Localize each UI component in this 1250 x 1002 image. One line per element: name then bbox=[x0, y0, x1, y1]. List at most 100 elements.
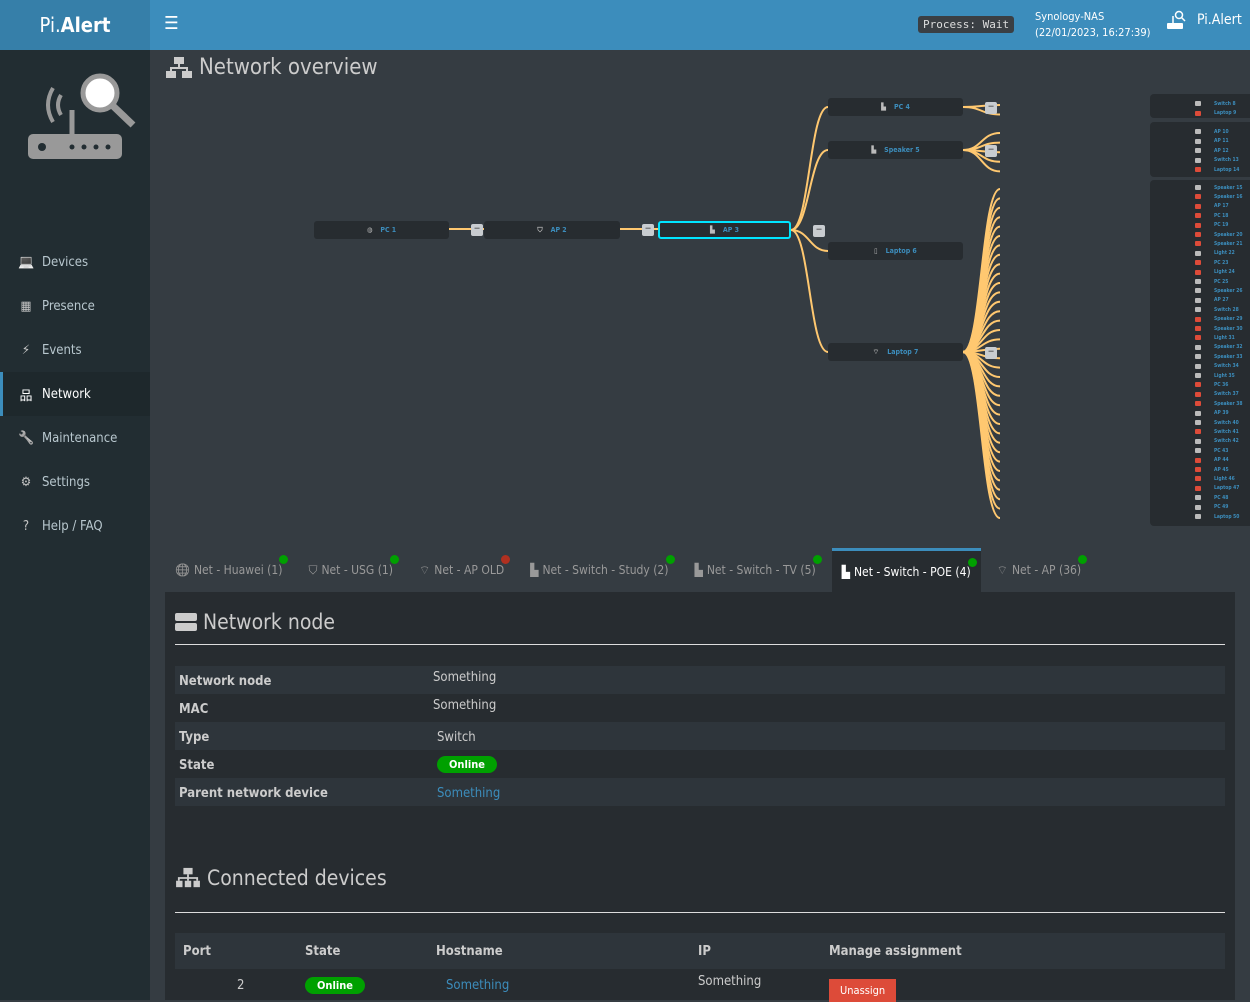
tab-net-switch-study-2-[interactable]: ▙ Net - Switch - Study (2) bbox=[520, 548, 678, 592]
tree-leaf[interactable]: PC 19 bbox=[1150, 221, 1250, 230]
tree-leaf[interactable]: Speaker 30 bbox=[1150, 324, 1250, 333]
col-hostname[interactable]: Hostname bbox=[436, 943, 503, 959]
tree-leaf[interactable]: Speaker 20 bbox=[1150, 230, 1250, 239]
leaf-label: Switch 42 bbox=[1214, 438, 1239, 445]
tab-net-ap-old[interactable]: ⌔ Net - AP OLD bbox=[409, 548, 514, 592]
tree-node-pc-4[interactable]: ▙ PC 4 bbox=[828, 98, 963, 116]
tree-leaf[interactable]: AP 12 bbox=[1150, 146, 1250, 155]
tree-leaf[interactable]: AP 10 bbox=[1150, 127, 1250, 136]
tab-net-usg-1-[interactable]: ⛉ Net - USG (1) bbox=[298, 548, 403, 592]
leaf-label: Switch 41 bbox=[1214, 428, 1239, 435]
tree-leaf[interactable]: Speaker 26 bbox=[1150, 286, 1250, 295]
tree-leaf[interactable]: AP 45 bbox=[1150, 465, 1250, 474]
tree-leaf[interactable]: Laptop 47 bbox=[1150, 484, 1250, 493]
tree-node-ap-3[interactable]: ▙ AP 3 bbox=[658, 221, 791, 239]
col-port[interactable]: Port bbox=[183, 943, 211, 959]
tree-leaf[interactable]: Switch 34 bbox=[1150, 362, 1250, 371]
tree-leaf[interactable]: Speaker 29 bbox=[1150, 315, 1250, 324]
tree-leaf[interactable]: Switch 8 bbox=[1150, 99, 1250, 108]
device-icon bbox=[1195, 382, 1201, 388]
leaf-label: Speaker 32 bbox=[1214, 344, 1243, 351]
collapse-button[interactable]: − bbox=[985, 347, 997, 359]
sidebar-item-settings[interactable]: ⚙ Settings bbox=[0, 460, 150, 504]
collapse-button[interactable]: − bbox=[813, 225, 825, 237]
leaf-label: Laptop 9 bbox=[1214, 110, 1237, 116]
col-manage[interactable]: Manage assignment bbox=[829, 943, 962, 959]
device-icon bbox=[1195, 250, 1201, 256]
tree-leaf[interactable]: Speaker 38 bbox=[1150, 399, 1250, 408]
unassign-button[interactable]: Unassign bbox=[829, 978, 897, 1002]
sidebar-item-network[interactable]: 品 Network bbox=[0, 372, 150, 416]
tree-leaf[interactable]: Switch 37 bbox=[1150, 390, 1250, 399]
tree-leaf[interactable]: PC 43 bbox=[1150, 446, 1250, 455]
tree-leaf[interactable]: Speaker 21 bbox=[1150, 239, 1250, 248]
tree-leaf[interactable]: PC 48 bbox=[1150, 493, 1250, 502]
tree-leaf[interactable]: Switch 41 bbox=[1150, 427, 1250, 436]
tree-leaf[interactable]: AP 11 bbox=[1150, 137, 1250, 146]
tree-leaf[interactable]: Speaker 33 bbox=[1150, 352, 1250, 361]
user-menu[interactable]: Pi.Alert bbox=[1165, 10, 1242, 30]
shield-icon: ⛉ bbox=[537, 225, 543, 234]
tree-leaf[interactable]: Switch 42 bbox=[1150, 437, 1250, 446]
tree-leaf[interactable]: Switch 13 bbox=[1150, 156, 1250, 165]
col-ip[interactable]: IP bbox=[698, 943, 711, 959]
tab-net-huawei-1-[interactable]: 🌐 Net - Huawei (1) bbox=[165, 548, 292, 592]
hostname-link[interactable]: Something bbox=[446, 977, 510, 993]
tree-leaf[interactable]: AP 44 bbox=[1150, 456, 1250, 465]
tree-leaf[interactable]: Laptop 14 bbox=[1150, 165, 1250, 174]
tree-leaf[interactable]: PC 36 bbox=[1150, 380, 1250, 389]
tree-leaf[interactable]: Light 22 bbox=[1150, 249, 1250, 258]
device-icon bbox=[1195, 335, 1201, 341]
leaf-label: PC 23 bbox=[1214, 259, 1229, 266]
tree-leaf[interactable]: PC 18 bbox=[1150, 211, 1250, 220]
status-badge: Online bbox=[437, 756, 497, 773]
ethernet-icon: ▙ bbox=[694, 563, 703, 577]
tree-node-laptop-7[interactable]: ⌔ Laptop 7 bbox=[828, 343, 963, 361]
parent-device-link[interactable]: Something bbox=[437, 786, 501, 801]
device-icon bbox=[1195, 514, 1201, 519]
tree-leaf[interactable]: Light 31 bbox=[1150, 333, 1250, 342]
collapse-button[interactable]: − bbox=[471, 224, 483, 236]
tree-leaf[interactable]: Switch 28 bbox=[1150, 305, 1250, 314]
tree-leaf[interactable]: Switch 40 bbox=[1150, 418, 1250, 427]
tab-net-ap-36-[interactable]: ⌔ Net - AP (36) bbox=[987, 548, 1091, 592]
tree-node-pc-1[interactable]: ◍ PC 1 bbox=[314, 221, 449, 239]
tree-leaf[interactable]: PC 25 bbox=[1150, 277, 1250, 286]
sidebar-item-presence[interactable]: ▦ Presence bbox=[0, 284, 150, 328]
leaf-label: Speaker 30 bbox=[1214, 325, 1243, 332]
tree-node-ap-2[interactable]: ⛉ AP 2 bbox=[484, 221, 620, 239]
tree-leaf[interactable]: Speaker 16 bbox=[1150, 192, 1250, 201]
sidebar-item-maintenance[interactable]: 🔧 Maintenance bbox=[0, 416, 150, 460]
sidebar-item-events[interactable]: ⚡ Events bbox=[0, 328, 150, 372]
tree-leaf[interactable]: PC 23 bbox=[1150, 258, 1250, 267]
collapse-button[interactable]: − bbox=[642, 224, 654, 236]
tree-leaf[interactable]: Light 35 bbox=[1150, 371, 1250, 380]
tree-leaf[interactable]: AP 27 bbox=[1150, 296, 1250, 305]
collapse-button[interactable]: − bbox=[985, 145, 997, 157]
tree-node-laptop-6[interactable]: ▯ Laptop 6 bbox=[828, 242, 963, 260]
collapse-button[interactable]: − bbox=[985, 102, 997, 114]
tab-net-switch-poe-4-[interactable]: ▙ Net - Switch - POE (4) bbox=[831, 548, 981, 592]
app-logo[interactable]: Pi.Alert bbox=[0, 0, 150, 50]
detail-row: Type Switch bbox=[175, 722, 1225, 750]
status-dot bbox=[665, 555, 675, 564]
sidebar-item-help-faq[interactable]: ? Help / FAQ bbox=[0, 504, 150, 548]
leaf-label: Speaker 20 bbox=[1214, 231, 1243, 238]
tree-leaf[interactable]: Laptop 9 bbox=[1150, 109, 1250, 118]
tree-leaf[interactable]: Speaker 15 bbox=[1150, 183, 1250, 192]
tab-net-switch-tv-5-[interactable]: ▙ Net - Switch - TV (5) bbox=[685, 548, 826, 592]
tree-leaf[interactable]: Speaker 32 bbox=[1150, 343, 1250, 352]
tree-leaf[interactable]: AP 39 bbox=[1150, 409, 1250, 418]
sidebar-item-devices[interactable]: 💻 Devices bbox=[0, 240, 150, 284]
server-info: Synology-NAS (22/01/2023, 16:27:39) bbox=[1035, 9, 1150, 41]
detail-value: Switch bbox=[437, 730, 476, 745]
tab-label: Net - AP (36) bbox=[1011, 563, 1082, 577]
tree-leaf[interactable]: Laptop 50 bbox=[1150, 512, 1250, 521]
tree-leaf[interactable]: PC 49 bbox=[1150, 503, 1250, 512]
menu-toggle-icon[interactable]: ☰ bbox=[164, 13, 179, 34]
tree-leaf[interactable]: AP 17 bbox=[1150, 202, 1250, 211]
tree-node-speaker-5[interactable]: ▙ Speaker 5 bbox=[828, 141, 963, 159]
tree-leaf[interactable]: Light 24 bbox=[1150, 268, 1250, 277]
col-state[interactable]: State bbox=[305, 943, 341, 959]
tree-leaf[interactable]: Light 46 bbox=[1150, 474, 1250, 483]
